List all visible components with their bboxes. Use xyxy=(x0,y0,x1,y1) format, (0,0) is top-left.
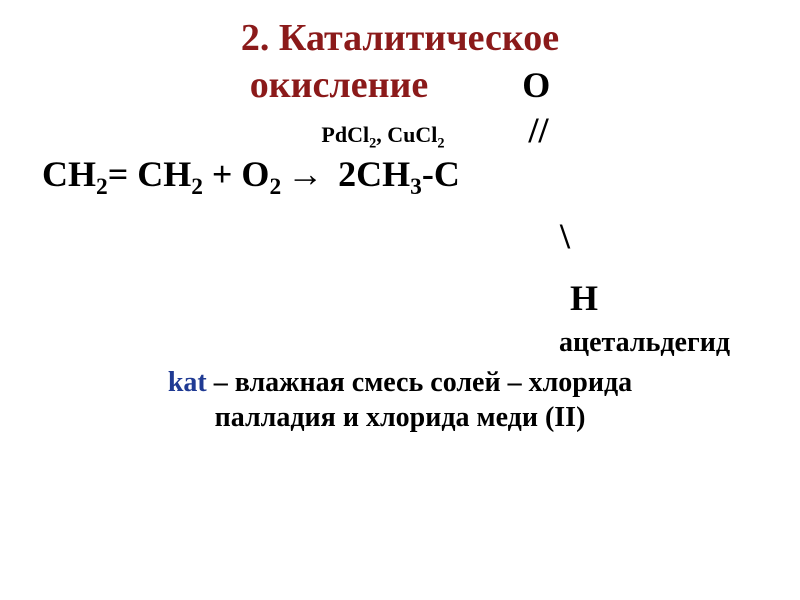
footer-line-1: kat – влажная смесь солей – хлорида xyxy=(40,365,760,400)
kat-label: kat xyxy=(168,367,207,398)
aldehyde-hydrogen: Н xyxy=(0,277,800,319)
catalyst-sep: , xyxy=(376,122,387,147)
aldehyde-oxygen: O xyxy=(522,64,550,106)
double-bond-slash: // xyxy=(529,109,549,151)
eq-coef: 2CH xyxy=(329,154,410,194)
title-line-2: окисление xyxy=(250,65,429,107)
eq-ch2a: CH xyxy=(42,154,96,194)
eq-tail: -C xyxy=(422,154,460,194)
footer: kat – влажная смесь солей – хлорида палл… xyxy=(0,365,800,435)
catalyst-pd: PdCl xyxy=(321,122,369,147)
bond-backslash: \ xyxy=(0,215,800,257)
reaction-arrow: → xyxy=(281,153,329,195)
eq-plus-o: + O xyxy=(203,154,270,194)
eq-ch3-sub: 3 xyxy=(410,174,422,200)
footer-line-1-rest: – влажная смесь солей – хлорида xyxy=(207,367,632,398)
eq-ch2b-sub: 2 xyxy=(191,174,203,200)
eq-equals: = xyxy=(108,154,138,194)
catalyst-cu-sub: 2 xyxy=(437,135,444,151)
equation: CH2= CH2 + O2→ 2CH3-C xyxy=(0,153,800,195)
footer-line-2: палладия и хлорида меди (II) xyxy=(40,400,760,435)
catalyst-cu: CuCl xyxy=(387,122,437,147)
title-row-2: окисление O xyxy=(0,64,800,107)
eq-o2-sub: 2 xyxy=(269,174,281,200)
catalyst-row: PdCl2, CuCl2 // xyxy=(0,109,800,151)
eq-ch2a-sub: 2 xyxy=(96,174,108,200)
title-line-1: 2. Каталитическое xyxy=(0,0,800,60)
catalyst-text: PdCl2, CuCl2 xyxy=(321,122,444,148)
eq-ch2b: CH xyxy=(137,154,191,194)
slide: 2. Каталитическое окисление O PdCl 2, CuC… xyxy=(0,0,800,600)
product-name: ацетальдегид xyxy=(0,327,800,359)
